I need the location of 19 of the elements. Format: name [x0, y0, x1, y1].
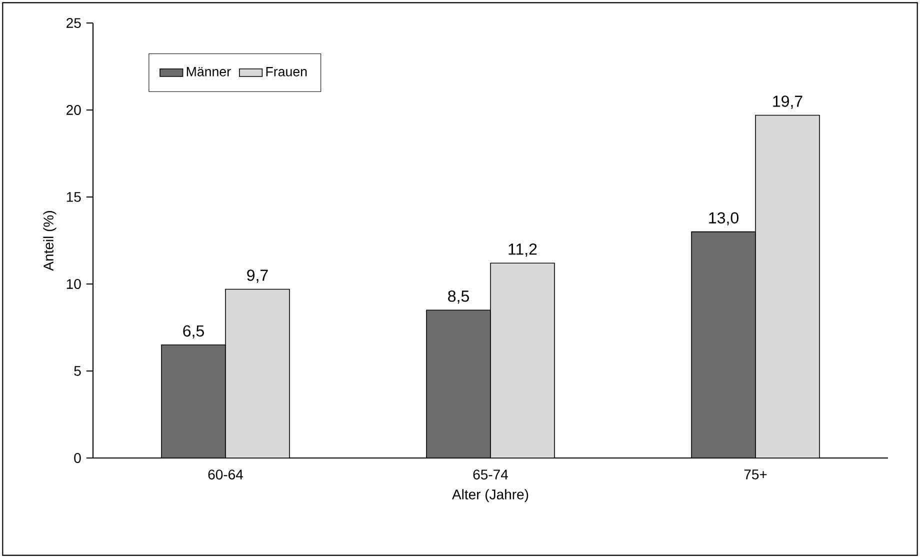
y-tick-label: 10	[66, 279, 81, 289]
x-tick-label: 75+	[744, 470, 767, 480]
y-tick-label: 20	[66, 105, 81, 115]
y-axis-title: Anteil (%)	[43, 211, 56, 271]
x-tick-label: 60-64	[208, 470, 243, 480]
x-axis-title: Alter (Jahre)	[452, 489, 528, 502]
data-label: 13,0	[709, 212, 738, 226]
legend-label: Männer	[186, 67, 231, 76]
y-tick-label: 5	[74, 366, 81, 376]
y-tick-label: 0	[74, 453, 81, 463]
legend-label: Frauen	[266, 67, 307, 76]
x-tick-label: 65-74	[473, 470, 508, 480]
y-tick-label: 25	[66, 18, 81, 28]
data-label: 9,7	[247, 270, 268, 283]
y-tick-label: 15	[66, 192, 81, 202]
data-label: 11,2	[508, 244, 537, 257]
data-label: 6,5	[183, 325, 204, 339]
data-label: 19,7	[773, 96, 802, 109]
data-label: 8,5	[448, 290, 469, 304]
